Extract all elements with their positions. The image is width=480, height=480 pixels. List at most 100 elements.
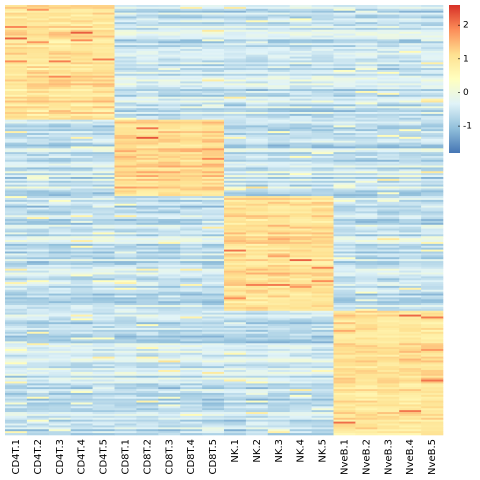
heatmap-cell: [333, 310, 356, 313]
column-labels: CD4T.1 CD4T.2 CD4T.3 CD4T.4 CD4T.5 CD8T.1 CD8T…: [11, 439, 438, 475]
heatmap-cell: [5, 60, 28, 63]
heatmap-cell: [421, 322, 444, 325]
heatmap-cell: [333, 234, 356, 237]
heatmap-cell: [245, 402, 269, 405]
heatmap-cell: [399, 217, 422, 220]
heatmap-cell: [377, 182, 400, 185]
heatmap-cell: [202, 112, 225, 115]
heatmap-cell: [48, 83, 71, 86]
heatmap-cell: [5, 413, 28, 417]
heatmap-cell: [333, 263, 356, 266]
heatmap-cell: [136, 276, 159, 279]
heatmap-cell: [224, 276, 247, 279]
heatmap-cell: [114, 58, 137, 61]
heatmap-cell: [202, 234, 225, 237]
heatmap-cell: [26, 285, 50, 289]
heatmap-cell: [48, 138, 71, 141]
heatmap-cell: [245, 341, 269, 344]
heatmap-cell: [114, 268, 137, 271]
heatmap-cell: [333, 140, 356, 143]
heatmap-cell: [333, 152, 356, 155]
heatmap-cell: [114, 159, 137, 163]
heatmap-cell: [202, 408, 225, 411]
heatmap-cell: [26, 205, 50, 208]
heatmap-cell: [180, 343, 203, 346]
heatmap-cell: [311, 75, 334, 78]
heatmap-cell: [48, 293, 71, 296]
heatmap-cell: [180, 392, 203, 396]
heatmap-cell: [355, 381, 378, 384]
heatmap-cell: [48, 119, 71, 122]
heatmap-cell: [267, 400, 290, 403]
heatmap-cell: [377, 20, 400, 23]
heatmap-cell: [399, 77, 422, 80]
heatmap-cell: [92, 134, 115, 138]
heatmap-cell: [70, 301, 93, 304]
heatmap-cell: [136, 303, 159, 306]
heatmap-cell: [158, 421, 181, 424]
heatmap-cell: [377, 389, 400, 392]
heatmap-cell: [267, 261, 290, 264]
heatmap-cell: [399, 375, 422, 378]
heatmap-cell: [26, 134, 50, 138]
heatmap-cell: [245, 177, 269, 180]
heatmap-cell: [311, 253, 334, 256]
heatmap-cell: [399, 58, 422, 61]
heatmap-cell: [202, 285, 225, 289]
heatmap-cell: [180, 100, 203, 103]
heatmap-cell: [399, 431, 422, 434]
heatmap-cell: [333, 247, 356, 250]
heatmap-cell: [136, 33, 159, 36]
heatmap-cell: [158, 91, 181, 94]
heatmap-cell: [158, 205, 181, 208]
heatmap-cell: [136, 144, 159, 147]
heatmap-cell: [311, 196, 334, 199]
heatmap-cell: [114, 69, 137, 73]
heatmap-cell: [180, 20, 203, 23]
heatmap-cell: [136, 92, 159, 96]
heatmap-cell: [245, 50, 269, 54]
heatmap-cell: [180, 50, 203, 54]
heatmap-cell: [333, 113, 356, 117]
heatmap-cell: [180, 381, 203, 384]
heatmap-cell: [202, 62, 225, 65]
heatmap-cell: [267, 8, 290, 12]
heatmap-cell: [399, 33, 422, 36]
heatmap-cell: [5, 431, 28, 434]
heatmap-cell: [26, 131, 50, 134]
heatmap-cell: [202, 75, 225, 78]
heatmap-cell: [399, 410, 422, 413]
heatmap-cell: [180, 402, 203, 405]
heatmap-cell: [245, 243, 269, 247]
heatmap-cell: [377, 69, 400, 73]
heatmap-cell: [355, 94, 378, 98]
heatmap-cell: [70, 379, 93, 382]
heatmap-cell: [70, 5, 93, 8]
heatmap-cell: [333, 18, 356, 21]
heatmap-cell: [180, 5, 203, 8]
heatmap-cell: [70, 64, 93, 67]
heatmap-cell: [158, 377, 181, 380]
heatmap-cell: [48, 289, 71, 292]
heatmap-cell: [421, 404, 444, 407]
heatmap-cell: [180, 404, 203, 407]
heatmap-cell: [92, 394, 115, 398]
heatmap-cell: [180, 121, 203, 124]
heatmap-cell: [136, 410, 159, 413]
heatmap-cell: [202, 289, 225, 292]
heatmap-cell: [377, 71, 400, 75]
heatmap-cell: [267, 392, 290, 396]
heatmap-cell: [289, 337, 312, 340]
heatmap-cell: [92, 219, 115, 222]
heatmap-cell: [224, 169, 247, 172]
heatmap-cell: [92, 417, 115, 421]
heatmap-cell: [224, 31, 247, 34]
heatmap-cell: [48, 16, 71, 19]
heatmap-cell: [333, 163, 356, 166]
heatmap-cell: [48, 219, 71, 222]
heatmap-cell: [377, 274, 400, 277]
heatmap-cell: [180, 285, 203, 289]
heatmap-cell: [377, 211, 400, 214]
heatmap-cell: [267, 56, 290, 59]
heatmap-cell: [245, 306, 269, 310]
